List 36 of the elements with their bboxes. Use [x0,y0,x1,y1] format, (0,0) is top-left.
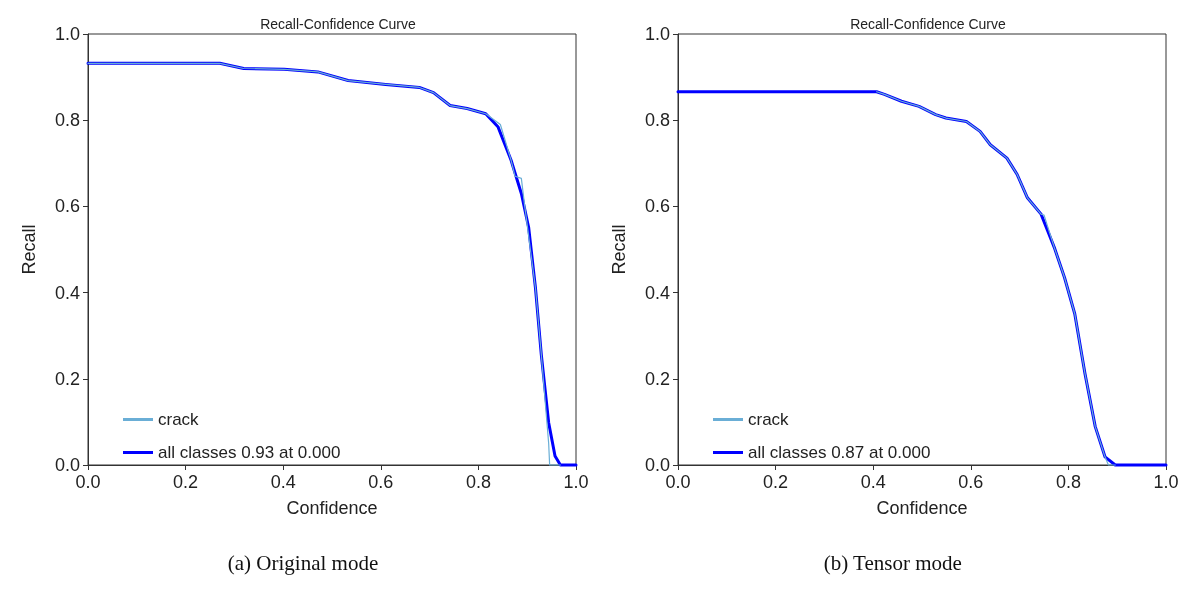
x-tick-label: 0.0 [665,472,691,492]
x-axis-title: Confidence [876,498,968,518]
y-tick-label: 0.2 [54,368,80,389]
x-tick-label: 0.6 [958,472,984,492]
x-axis-title: Confidence [286,498,378,518]
legend-label: all classes 0.87 at 0.000 [748,443,931,462]
y-tick-label: 0.0 [644,455,670,475]
legend-label: crack [748,410,790,429]
chart-title: Recall-Confidence Curve [260,16,417,32]
legend-label: all classes 0.93 at 0.000 [158,443,341,462]
x-tick-label: 0.6 [368,472,394,492]
x-tick-label: 0.8 [465,472,491,492]
y-tick-label: 1.0 [644,24,670,44]
text: (a) Original mode [227,550,379,575]
x-tick-label: 0.2 [763,472,789,492]
y-tick-label: 0.8 [54,110,80,131]
y-tick-label: 0.2 [644,368,670,389]
x-tick-label: 0.8 [1055,472,1081,492]
y-tick-label: 0.8 [644,110,670,131]
y-axis-title: Recall [19,224,39,275]
x-tick-label: 0.4 [270,472,296,492]
chart-title: Recall-Confidence Curve [850,16,1007,32]
y-tick-label: 0.6 [54,196,80,217]
x-tick-label: 0.2 [173,472,199,492]
x-tick-label: 1.0 [1153,472,1179,492]
legend-label: crack [158,410,200,429]
x-tick-label: 0.0 [75,472,101,492]
y-tick-label: 0.6 [644,196,670,217]
y-axis-title: Recall [609,224,629,275]
text: (b) Tensor mode [823,550,962,575]
x-tick-label: 0.4 [860,472,886,492]
y-tick-label: 1.0 [54,24,80,44]
y-tick-label: 0.0 [54,455,80,475]
y-tick-label: 0.4 [54,282,80,303]
y-tick-label: 0.4 [644,282,670,303]
x-tick-label: 1.0 [563,472,589,492]
